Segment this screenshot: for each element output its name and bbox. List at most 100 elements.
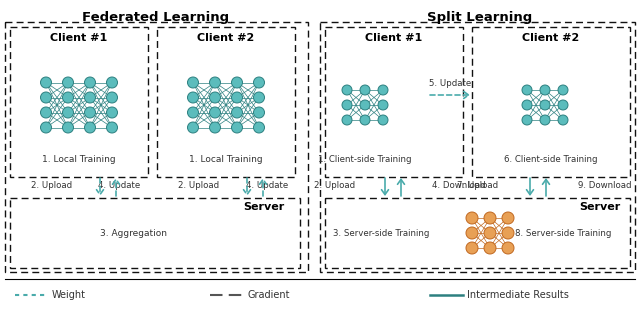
Bar [472,27,630,177]
FancyArrowPatch shape [543,180,550,196]
Bar [10,198,300,268]
Text: 1. Client-side Training: 1. Client-side Training [318,155,412,164]
Text: Intermediate Results: Intermediate Results [467,290,569,300]
Circle shape [63,122,74,133]
Circle shape [84,92,95,103]
Text: 1. Local Training: 1. Local Training [189,155,263,164]
Circle shape [484,242,496,254]
Circle shape [84,122,95,133]
Text: 5. Update: 5. Update [429,79,471,88]
Text: Federated Learning: Federated Learning [83,11,230,24]
Circle shape [40,77,51,88]
Circle shape [209,122,221,133]
Circle shape [232,122,243,133]
Circle shape [63,77,74,88]
Circle shape [466,212,478,224]
Text: 4. Download: 4. Download [432,181,486,190]
FancyArrowPatch shape [113,180,120,196]
Text: 3. Aggregation: 3. Aggregation [100,230,167,238]
Bar [157,27,295,177]
Circle shape [502,227,514,239]
Text: 6. Client-side Training: 6. Client-side Training [504,155,598,164]
Circle shape [558,85,568,95]
Text: 7. Upload: 7. Upload [457,181,498,190]
Circle shape [360,100,370,110]
Circle shape [253,92,264,103]
Text: Client #1: Client #1 [365,33,422,43]
FancyArrowPatch shape [527,178,534,195]
Text: 8. Server-side Training: 8. Server-side Training [515,229,611,237]
Text: Gradient: Gradient [247,290,289,300]
Text: 1. Local Training: 1. Local Training [42,155,116,164]
Circle shape [360,115,370,125]
Circle shape [522,85,532,95]
Circle shape [84,107,95,118]
Circle shape [558,115,568,125]
Circle shape [106,107,118,118]
Circle shape [232,77,243,88]
Circle shape [378,85,388,95]
Text: Client #1: Client #1 [51,33,108,43]
Text: Client #2: Client #2 [197,33,255,43]
Bar [5,22,308,272]
FancyArrowPatch shape [260,180,266,196]
Circle shape [209,107,221,118]
Circle shape [342,85,352,95]
Circle shape [540,115,550,125]
Circle shape [40,92,51,103]
Circle shape [106,122,118,133]
Bar [325,198,630,268]
FancyArrowPatch shape [397,180,404,196]
Text: Client #2: Client #2 [522,33,580,43]
Circle shape [209,77,221,88]
Circle shape [378,115,388,125]
Circle shape [502,242,514,254]
Circle shape [188,92,198,103]
Text: Split Learning: Split Learning [428,11,532,24]
Circle shape [188,122,198,133]
Circle shape [209,92,221,103]
Circle shape [188,77,198,88]
Circle shape [40,122,51,133]
Circle shape [484,212,496,224]
FancyArrowPatch shape [381,178,388,195]
Circle shape [484,227,496,239]
Text: 2. Upload: 2. Upload [31,181,72,190]
Text: 3. Server-side Training: 3. Server-side Training [333,229,429,237]
Circle shape [106,92,118,103]
Circle shape [466,242,478,254]
Circle shape [63,107,74,118]
Circle shape [342,115,352,125]
Circle shape [540,85,550,95]
Bar [325,27,463,177]
Text: 9. Download: 9. Download [578,181,632,190]
Circle shape [63,92,74,103]
Circle shape [84,77,95,88]
Text: 4. Update: 4. Update [98,181,140,190]
Text: 4. Update: 4. Update [246,181,288,190]
Text: 2. Upload: 2. Upload [178,181,219,190]
Circle shape [522,100,532,110]
Text: Weight: Weight [52,290,86,300]
Circle shape [360,85,370,95]
FancyArrowPatch shape [97,178,104,195]
Text: Server: Server [579,202,620,212]
Circle shape [558,100,568,110]
Circle shape [253,107,264,118]
Circle shape [232,92,243,103]
Bar [320,22,635,272]
FancyArrowPatch shape [244,178,250,195]
Circle shape [540,100,550,110]
Circle shape [253,77,264,88]
Circle shape [378,100,388,110]
Circle shape [466,227,478,239]
Circle shape [232,107,243,118]
Circle shape [522,115,532,125]
Circle shape [106,77,118,88]
Circle shape [40,107,51,118]
Text: Server: Server [243,202,284,212]
Bar [10,27,148,177]
Circle shape [342,100,352,110]
Text: 2. Upload: 2. Upload [314,181,355,190]
Circle shape [502,212,514,224]
